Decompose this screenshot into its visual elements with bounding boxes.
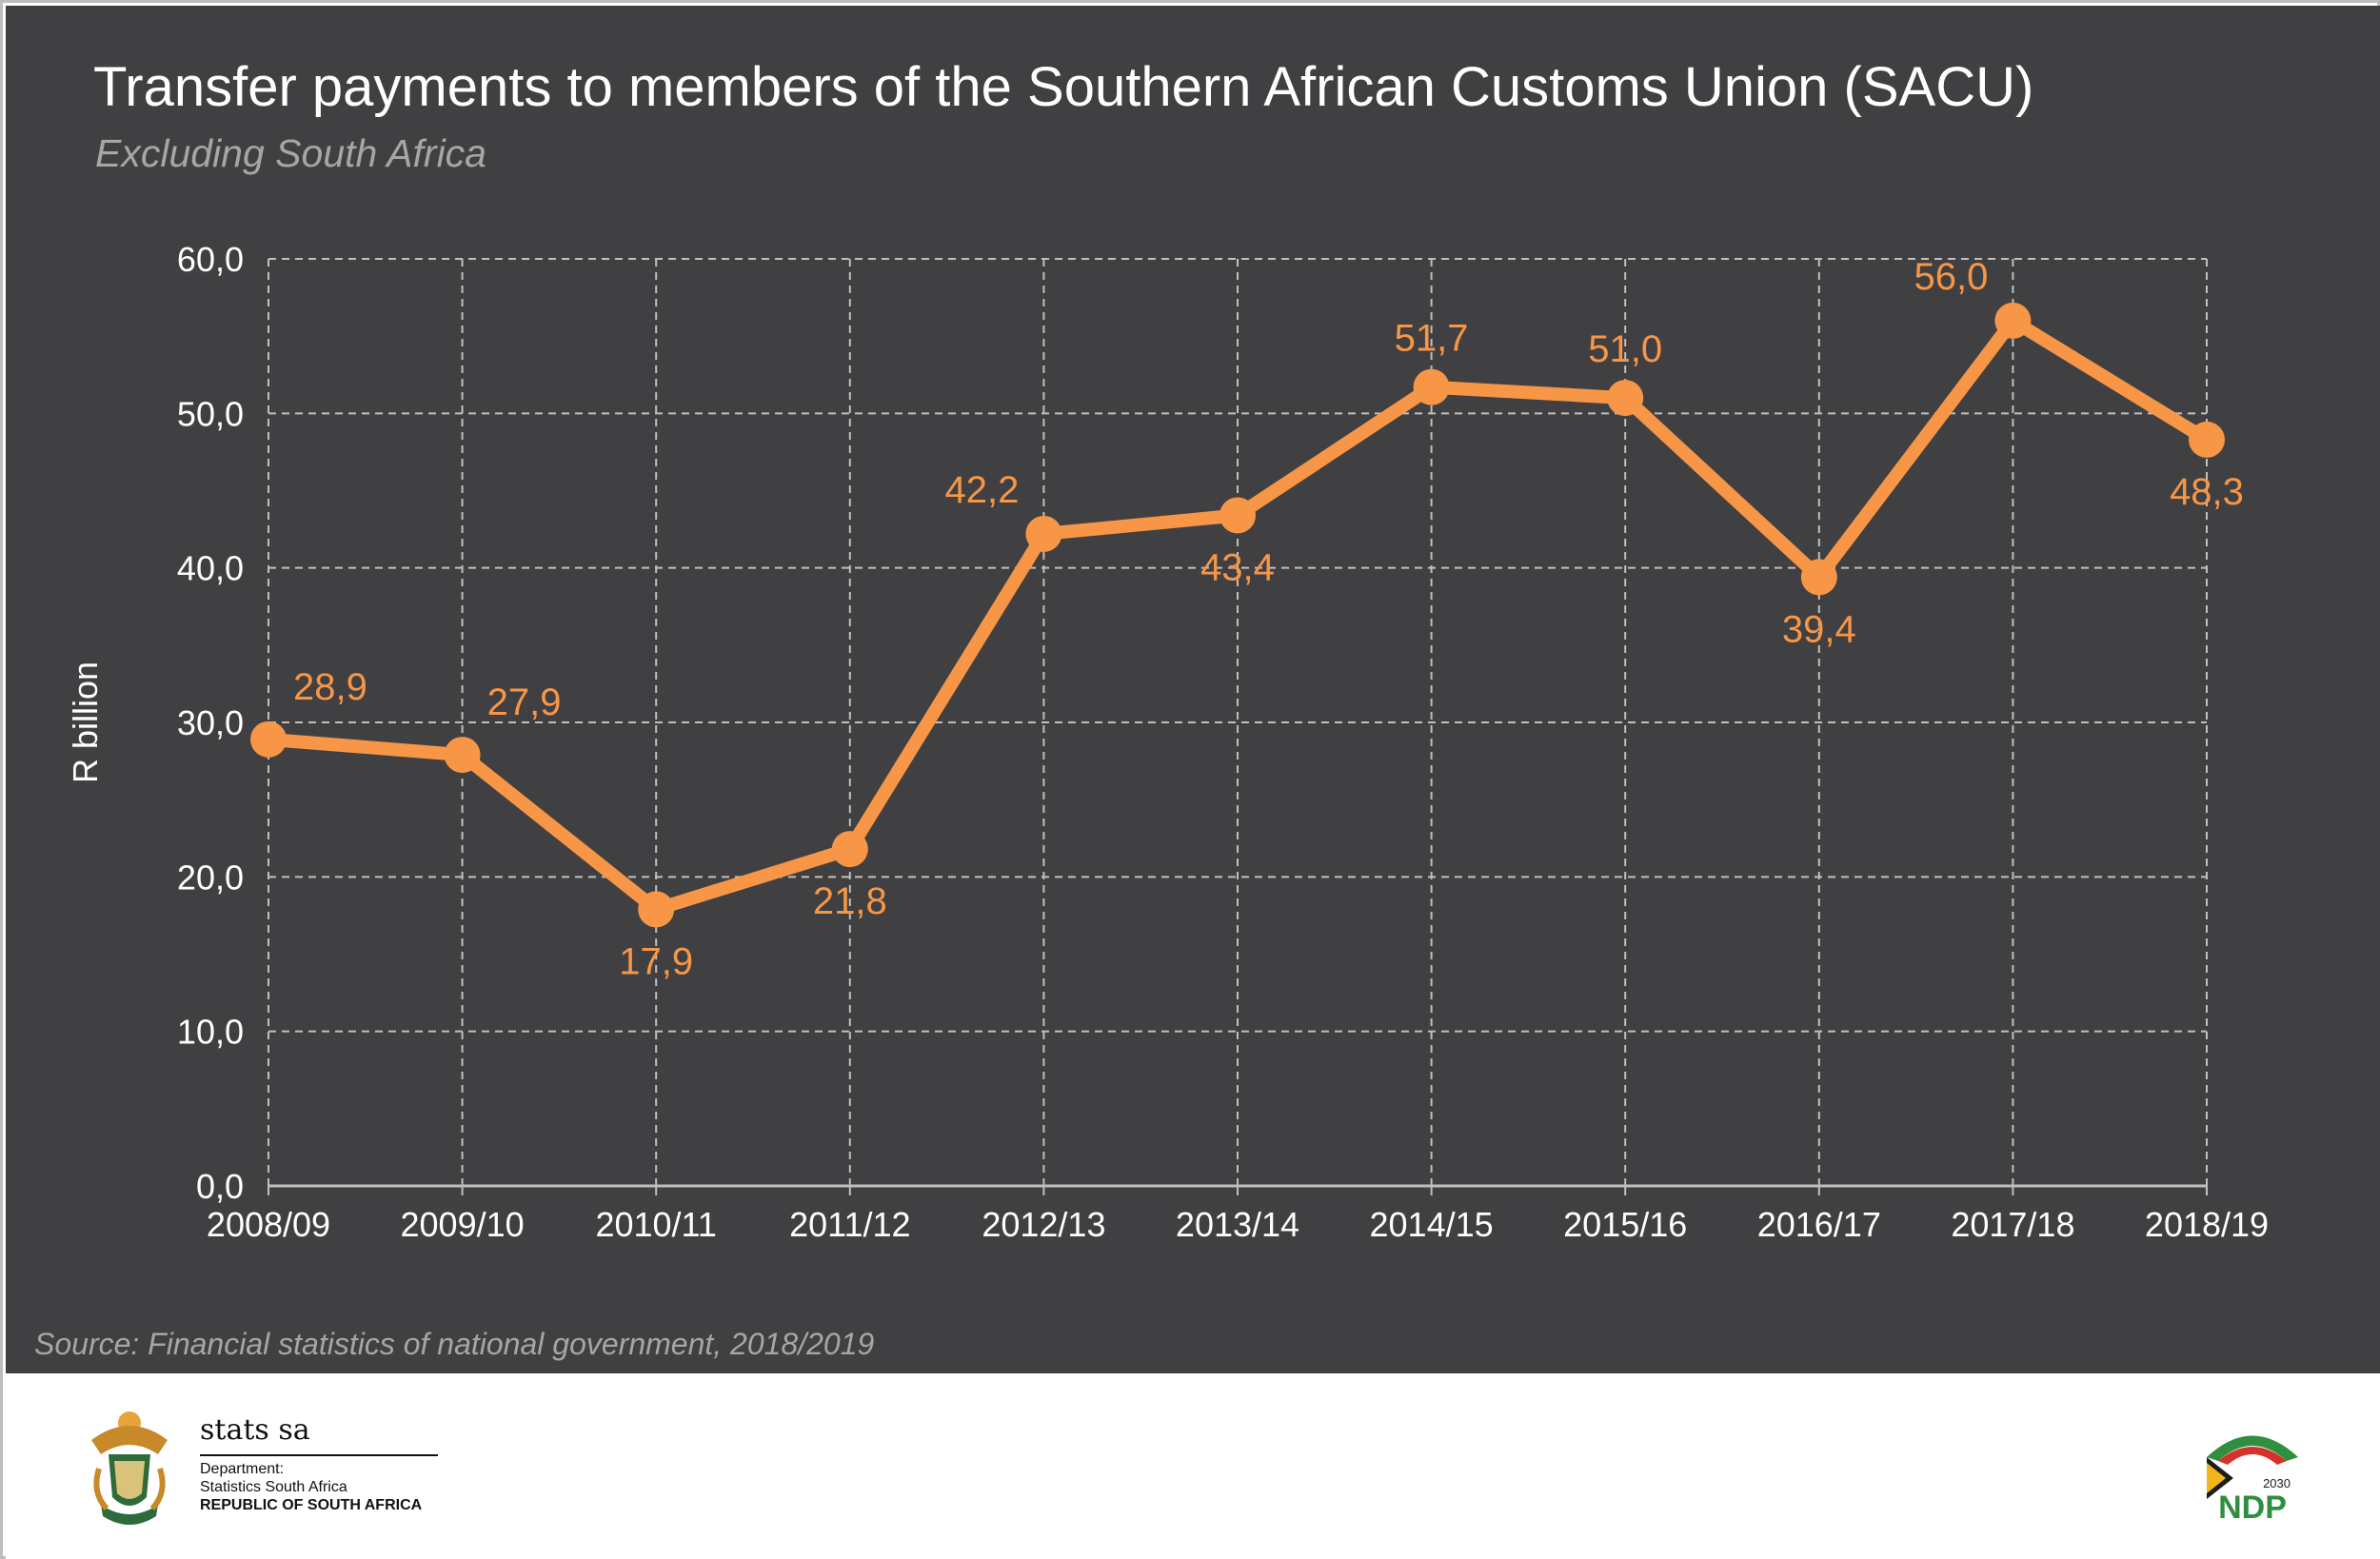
x-tick-label: 2013/14 bbox=[1176, 1205, 1299, 1244]
y-tick-label: 10,0 bbox=[177, 1013, 244, 1052]
axes: 0,0 10,0 20,0 30,0 40,0 50,0 60,0 2008/09 2009/1… bbox=[66, 240, 2269, 1244]
y-axis-title: R billion bbox=[66, 661, 105, 783]
brand-divider bbox=[200, 1454, 438, 1456]
x-tick-label: 2018/19 bbox=[2145, 1205, 2269, 1244]
stats-sa-logo: stats sa Department: Statistics South Af… bbox=[82, 1402, 463, 1535]
y-tick-label: 50,0 bbox=[177, 394, 244, 433]
y-tick-label: 0,0 bbox=[196, 1167, 244, 1206]
data-label: 43,4 bbox=[1200, 546, 1275, 588]
data-label: 39,4 bbox=[1782, 608, 1856, 650]
x-tick-label: 2010/11 bbox=[595, 1205, 716, 1244]
x-tick-label: 2017/18 bbox=[1951, 1205, 2074, 1244]
data-point bbox=[444, 737, 481, 774]
ndp-text: NDP bbox=[2218, 1490, 2287, 1524]
footer: stats sa Department: Statistics South Af… bbox=[6, 1373, 2380, 1559]
data-point bbox=[1413, 368, 1450, 405]
grid-lines bbox=[268, 258, 2208, 1186]
x-tick-label: 2015/16 bbox=[1563, 1205, 1687, 1244]
brand-name: stats sa bbox=[200, 1413, 310, 1447]
data-point bbox=[2189, 421, 2225, 458]
chart-title: Transfer payments to members of the Sout… bbox=[93, 56, 2034, 118]
data-point bbox=[638, 891, 675, 928]
ndp-year: 2030 bbox=[2263, 1476, 2291, 1490]
chart-subtitle: Excluding South Africa bbox=[95, 131, 486, 175]
brand-organisation: Statistics South Africa bbox=[200, 1479, 347, 1495]
data-label: 56,0 bbox=[1914, 256, 1989, 298]
data-labels: 28,9 27,9 17,9 21,8 42,2 43,4 51,7 51,0 39,4 56,0… bbox=[293, 256, 2244, 982]
data-label: 28,9 bbox=[293, 666, 367, 708]
y-tick-label: 30,0 bbox=[177, 703, 244, 742]
brand-department: Department: bbox=[200, 1461, 285, 1477]
data-point bbox=[1994, 302, 2032, 339]
y-tick-label: 20,0 bbox=[177, 858, 244, 897]
x-tick-label: 2009/10 bbox=[401, 1205, 525, 1244]
data-series bbox=[250, 302, 2225, 928]
chart-panel: Transfer payments to members of the Sout… bbox=[6, 6, 2380, 1373]
source-note: Source: Financial statistics of national… bbox=[34, 1327, 875, 1361]
data-label: 17,9 bbox=[619, 940, 693, 982]
x-tick-label: 2014/15 bbox=[1370, 1205, 1494, 1244]
data-point bbox=[1220, 497, 1256, 534]
coat-of-arms-icon bbox=[91, 1411, 168, 1525]
x-tick-label: 2016/17 bbox=[1757, 1205, 1881, 1244]
data-label: 51,0 bbox=[1588, 328, 1662, 370]
ndp-2030-logo: 2030 NDP bbox=[2207, 1435, 2298, 1524]
data-point bbox=[1025, 515, 1062, 552]
x-tick-label: 2011/12 bbox=[789, 1205, 910, 1244]
data-point bbox=[250, 720, 287, 758]
brand-republic: REPUBLIC OF SOUTH AFRICA bbox=[200, 1497, 423, 1513]
data-label: 42,2 bbox=[945, 469, 1020, 511]
data-point bbox=[1607, 380, 1644, 417]
x-tick-label: 2008/09 bbox=[207, 1205, 330, 1244]
line-chart: 0,0 10,0 20,0 30,0 40,0 50,0 60,0 2008/09 2009/1… bbox=[66, 240, 2269, 1244]
y-tick-label: 40,0 bbox=[177, 549, 244, 588]
data-point bbox=[831, 831, 868, 868]
y-tick-label: 60,0 bbox=[177, 240, 244, 279]
x-tick-label: 2012/13 bbox=[982, 1205, 1105, 1244]
data-label: 21,8 bbox=[813, 880, 887, 922]
data-point bbox=[1800, 559, 1837, 596]
data-label: 27,9 bbox=[487, 681, 562, 723]
data-label: 48,3 bbox=[2170, 471, 2244, 513]
data-label: 51,7 bbox=[1395, 318, 1469, 360]
